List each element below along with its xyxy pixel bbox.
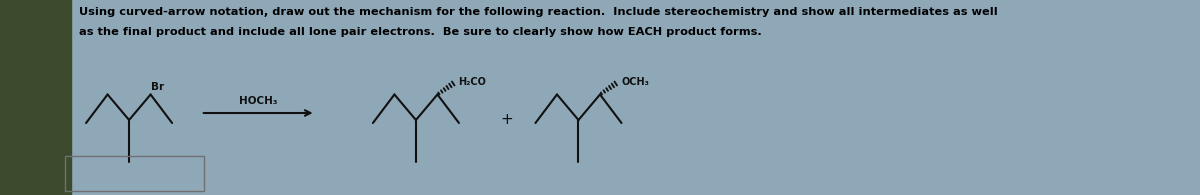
Text: OCH₃: OCH₃ — [622, 77, 649, 88]
Text: as the final product and include all lone pair electrons.  Be sure to clearly sh: as the final product and include all lon… — [79, 27, 762, 37]
Text: HOCH₃: HOCH₃ — [239, 96, 277, 106]
Text: H₂CO: H₂CO — [458, 77, 486, 88]
Bar — [65, 156, 204, 191]
Text: Using curved-arrow notation, draw out the mechanism for the following reaction. : Using curved-arrow notation, draw out th… — [79, 7, 997, 17]
Text: Br: Br — [151, 82, 164, 92]
Text: +: + — [500, 113, 514, 128]
Bar — [0, 0, 71, 195]
